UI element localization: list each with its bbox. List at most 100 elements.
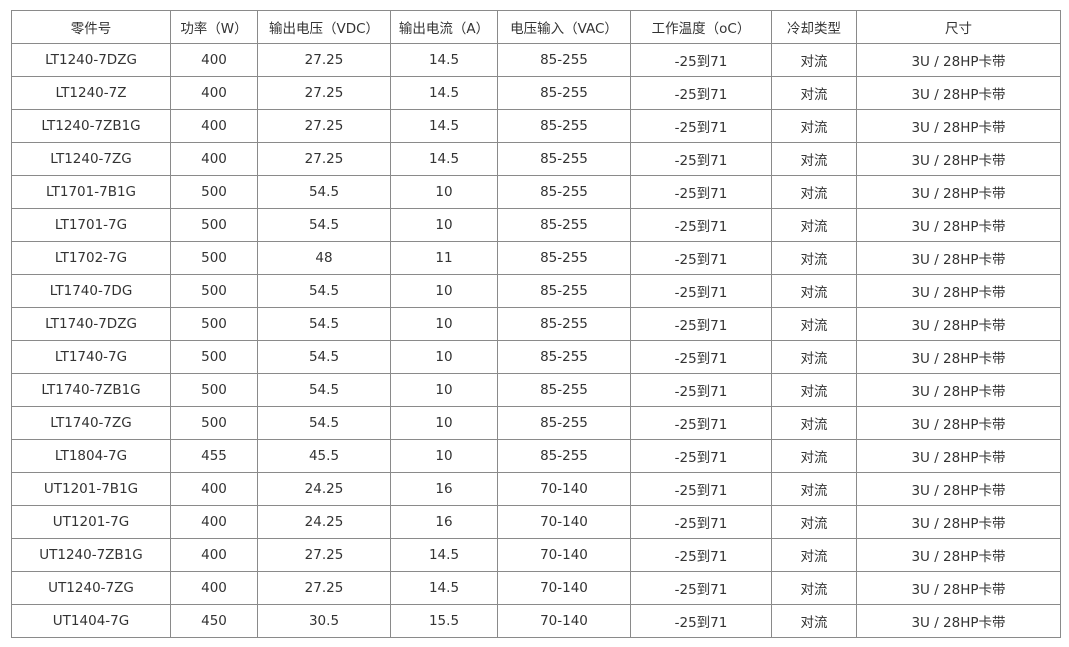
cell-operating-temp: -25到71 xyxy=(630,307,772,341)
cell-power: 400 xyxy=(170,505,258,539)
cell-operating-temp: -25到71 xyxy=(630,340,772,374)
cell-part-number: UT1201-7G xyxy=(11,505,171,539)
cell-cooling-type: 对流 xyxy=(771,439,857,473)
cell-size: 3U / 28HP卡带 xyxy=(856,109,1061,143)
cell-operating-temp: -25到71 xyxy=(630,373,772,407)
cell-output-voltage: 24.25 xyxy=(257,505,391,539)
cell-output-current: 10 xyxy=(390,373,498,407)
cell-output-current: 14.5 xyxy=(390,571,498,605)
cell-output-voltage: 27.25 xyxy=(257,109,391,143)
table-row: LT1740-7ZG 500 54.5 10 85-255 -25到71 对流 3U / 28… xyxy=(11,406,1061,440)
cell-input-voltage: 85-255 xyxy=(497,142,631,176)
cell-input-voltage: 85-255 xyxy=(497,109,631,143)
cell-input-voltage: 85-255 xyxy=(497,43,631,77)
cell-power: 400 xyxy=(170,76,258,110)
cell-power: 500 xyxy=(170,373,258,407)
cell-part-number: LT1240-7ZB1G xyxy=(11,109,171,143)
cell-cooling-type: 对流 xyxy=(771,241,857,275)
cell-power: 500 xyxy=(170,241,258,275)
cell-input-voltage: 85-255 xyxy=(497,274,631,308)
cell-output-voltage: 54.5 xyxy=(257,274,391,308)
table-row: UT1404-7G 450 30.5 15.5 70-140 -25到71 对流 3U / 2… xyxy=(11,604,1061,638)
cell-part-number: UT1240-7ZB1G xyxy=(11,538,171,572)
cell-operating-temp: -25到71 xyxy=(630,538,772,572)
cell-output-voltage: 24.25 xyxy=(257,472,391,506)
table-row: LT1240-7ZG 400 27.25 14.5 85-255 -25到71 对流 3U /… xyxy=(11,142,1061,176)
table-row: UT1201-7B1G 400 24.25 16 70-140 -25到71 对流 3U / … xyxy=(11,472,1061,506)
cell-cooling-type: 对流 xyxy=(771,373,857,407)
cell-part-number: LT1701-7G xyxy=(11,208,171,242)
cell-size: 3U / 28HP卡带 xyxy=(856,175,1061,209)
cell-cooling-type: 对流 xyxy=(771,274,857,308)
cell-output-current: 10 xyxy=(390,307,498,341)
cell-cooling-type: 对流 xyxy=(771,406,857,440)
cell-cooling-type: 对流 xyxy=(771,571,857,605)
cell-power: 400 xyxy=(170,43,258,77)
cell-operating-temp: -25到71 xyxy=(630,109,772,143)
cell-cooling-type: 对流 xyxy=(771,175,857,209)
cell-power: 450 xyxy=(170,604,258,638)
cell-output-current: 14.5 xyxy=(390,142,498,176)
cell-output-current: 14.5 xyxy=(390,109,498,143)
cell-output-voltage: 45.5 xyxy=(257,439,391,473)
cell-part-number: LT1804-7G xyxy=(11,439,171,473)
cell-cooling-type: 对流 xyxy=(771,604,857,638)
cell-output-current: 10 xyxy=(390,340,498,374)
cell-output-current: 16 xyxy=(390,505,498,539)
cell-output-voltage: 27.25 xyxy=(257,538,391,572)
cell-size: 3U / 28HP卡带 xyxy=(856,538,1061,572)
table-row: LT1804-7G 455 45.5 10 85-255 -25到71 对流 3U / 28H… xyxy=(11,439,1061,473)
cell-part-number: LT1740-7ZB1G xyxy=(11,373,171,407)
cell-output-voltage: 27.25 xyxy=(257,571,391,605)
cell-input-voltage: 70-140 xyxy=(497,538,631,572)
cell-operating-temp: -25到71 xyxy=(630,142,772,176)
cell-part-number: LT1240-7ZG xyxy=(11,142,171,176)
table-row: LT1740-7DZG 500 54.5 10 85-255 -25到71 对流 3U / 2… xyxy=(11,307,1061,341)
cell-output-current: 10 xyxy=(390,439,498,473)
cell-cooling-type: 对流 xyxy=(771,43,857,77)
cell-output-voltage: 30.5 xyxy=(257,604,391,638)
cell-part-number: LT1740-7DZG xyxy=(11,307,171,341)
cell-size: 3U / 28HP卡带 xyxy=(856,274,1061,308)
table-row: LT1702-7G 500 48 11 85-255 -25到71 对流 3U / 28HP卡… xyxy=(11,241,1061,275)
column-header-operating-temp: 工作温度（oC） xyxy=(630,10,772,44)
cell-operating-temp: -25到71 xyxy=(630,472,772,506)
cell-output-current: 14.5 xyxy=(390,538,498,572)
table-row: LT1701-7G 500 54.5 10 85-255 -25到71 对流 3U / 28H… xyxy=(11,208,1061,242)
cell-cooling-type: 对流 xyxy=(771,208,857,242)
cell-output-voltage: 54.5 xyxy=(257,373,391,407)
cell-output-voltage: 54.5 xyxy=(257,208,391,242)
cell-size: 3U / 28HP卡带 xyxy=(856,340,1061,374)
table-row: LT1740-7G 500 54.5 10 85-255 -25到71 对流 3U / 28H… xyxy=(11,340,1061,374)
cell-size: 3U / 28HP卡带 xyxy=(856,307,1061,341)
cell-power: 455 xyxy=(170,439,258,473)
cell-cooling-type: 对流 xyxy=(771,538,857,572)
cell-power: 400 xyxy=(170,109,258,143)
table-row: UT1240-7ZG 400 27.25 14.5 70-140 -25到71 对流 3U /… xyxy=(11,571,1061,605)
cell-part-number: LT1740-7G xyxy=(11,340,171,374)
cell-cooling-type: 对流 xyxy=(771,76,857,110)
cell-cooling-type: 对流 xyxy=(771,109,857,143)
table-row: LT1240-7DZG 400 27.25 14.5 85-255 -25到71 对流 3U … xyxy=(11,43,1061,77)
cell-cooling-type: 对流 xyxy=(771,142,857,176)
cell-input-voltage: 70-140 xyxy=(497,604,631,638)
column-header-input-voltage: 电压输入（VAC） xyxy=(497,10,631,44)
cell-part-number: LT1240-7Z xyxy=(11,76,171,110)
cell-operating-temp: -25到71 xyxy=(630,208,772,242)
cell-operating-temp: -25到71 xyxy=(630,76,772,110)
cell-input-voltage: 85-255 xyxy=(497,406,631,440)
cell-input-voltage: 85-255 xyxy=(497,373,631,407)
cell-output-voltage: 54.5 xyxy=(257,406,391,440)
column-header-cooling-type: 冷却类型 xyxy=(771,10,857,44)
cell-size: 3U / 28HP卡带 xyxy=(856,406,1061,440)
cell-power: 400 xyxy=(170,538,258,572)
cell-part-number: LT1702-7G xyxy=(11,241,171,275)
cell-size: 3U / 28HP卡带 xyxy=(856,373,1061,407)
cell-operating-temp: -25到71 xyxy=(630,505,772,539)
cell-cooling-type: 对流 xyxy=(771,307,857,341)
table-row: UT1201-7G 400 24.25 16 70-140 -25到71 对流 3U / 28… xyxy=(11,505,1061,539)
column-header-power: 功率（W） xyxy=(170,10,258,44)
table-row: LT1240-7Z 400 27.25 14.5 85-255 -25到71 对流 3U / … xyxy=(11,76,1061,110)
cell-part-number: UT1404-7G xyxy=(11,604,171,638)
cell-input-voltage: 85-255 xyxy=(497,340,631,374)
